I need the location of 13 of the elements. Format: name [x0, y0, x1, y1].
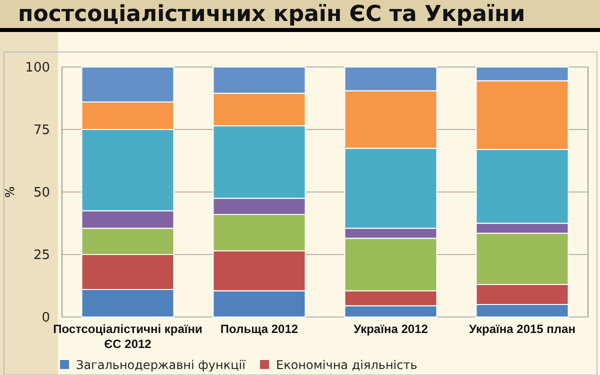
x-tick-label: Постсоціалістичні країни ЄС 2012 — [53, 322, 202, 351]
y-axis-title: % — [3, 186, 17, 198]
y-tick-label: 100 — [25, 60, 50, 76]
y-tick-label: 25 — [33, 248, 50, 264]
x-tick-label: Україна 2015 план — [469, 322, 576, 336]
y-tick-label: 50 — [33, 186, 50, 201]
chart-title: постсоціалістичних країн ЄС та України — [18, 2, 526, 27]
legend-label: Загальнодержавні функції — [76, 358, 246, 372]
y-tick-label: 75 — [33, 123, 50, 138]
x-tick-label: Польща 2012 — [220, 322, 298, 336]
x-tick-label: Україна 2012 — [354, 322, 428, 336]
y-tick-label: 0 — [42, 310, 50, 326]
legend-label: Економічна діяльність — [276, 358, 418, 372]
